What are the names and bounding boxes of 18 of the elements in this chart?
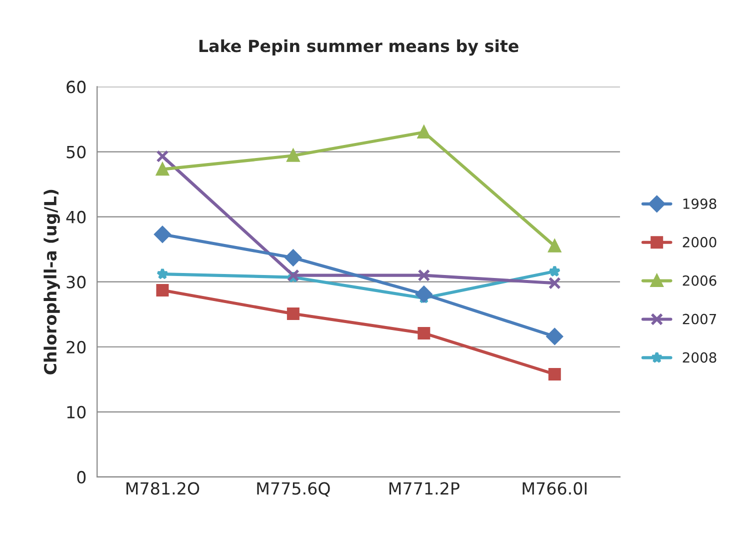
- legend-label: 2007: [682, 314, 716, 324]
- x-tick-label: M781.2O: [126, 482, 200, 495]
- legend-label: 1998: [683, 198, 716, 209]
- legend-label: 2006: [682, 275, 716, 286]
- x-tick-label: M771.2P: [389, 482, 460, 494]
- y-tick-label: 30: [66, 276, 86, 288]
- x-tick-label: M775.6Q: [257, 482, 330, 497]
- y-tick-label: 60: [66, 80, 86, 94]
- legend-label: 2000: [682, 236, 716, 248]
- y-tick-label: 0: [77, 470, 86, 484]
- y-tick-label: 20: [66, 340, 86, 354]
- y-axis-title: Chlorophyll-a (ug/L): [44, 190, 60, 374]
- legend-label: 2008: [682, 352, 716, 363]
- y-tick-label: 50: [66, 146, 86, 158]
- y-tick-label: 10: [67, 406, 86, 418]
- chart-title: Lake Pepin summer means by site: [199, 39, 518, 56]
- y-tick-label: 40: [66, 210, 86, 224]
- x-tick-label: M766.0I: [522, 482, 587, 495]
